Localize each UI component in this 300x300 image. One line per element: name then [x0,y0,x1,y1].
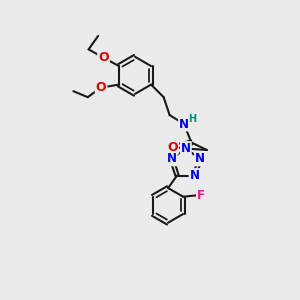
Text: H: H [188,114,196,124]
Text: O: O [96,81,106,94]
Text: N: N [195,152,205,165]
Text: O: O [98,51,109,64]
Text: F: F [197,189,205,202]
Text: N: N [190,169,200,182]
Text: N: N [167,152,177,165]
Text: N: N [181,142,191,155]
Text: N: N [179,118,189,130]
Text: O: O [167,140,178,154]
